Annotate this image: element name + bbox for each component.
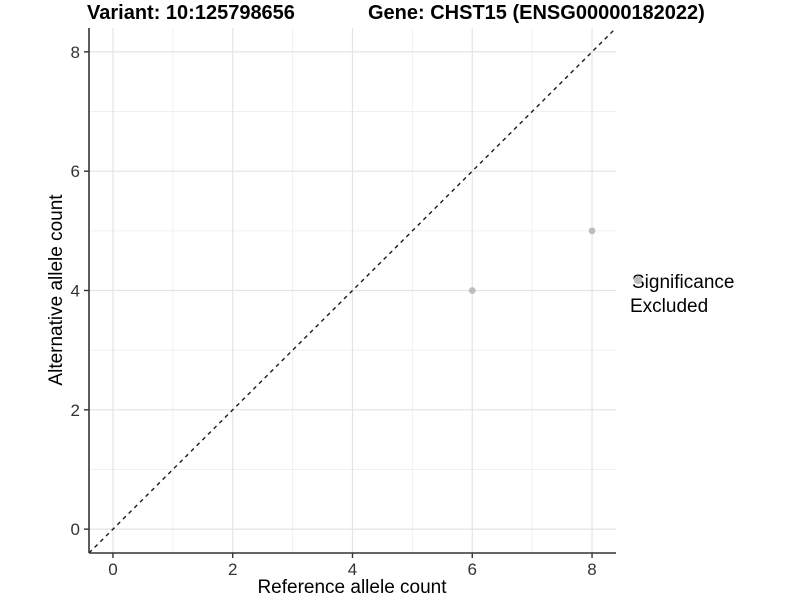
y-tick-label: 4: [71, 282, 80, 301]
data-point: [468, 287, 476, 294]
y-tick-label: 0: [71, 520, 80, 539]
y-axis-title: Alternative allele count: [46, 194, 67, 386]
identity-line: [88, 27, 617, 554]
x-axis-title: Reference allele count: [257, 577, 447, 598]
y-tick-label: 6: [71, 162, 80, 181]
variant-title: Variant: 10:125798656: [87, 2, 295, 24]
y-tick-label: 8: [71, 43, 80, 62]
legend-point-icon: [633, 275, 643, 285]
y-tick-label: 2: [71, 401, 80, 420]
x-tick-label: 8: [587, 560, 596, 579]
legend-item-excluded: Excluded: [630, 275, 734, 318]
x-tick-label: 4: [348, 560, 357, 579]
x-tick-label: 2: [228, 560, 237, 579]
legend-title: Significance: [632, 272, 735, 293]
x-tick-label: 0: [108, 560, 117, 579]
x-tick-label: 6: [468, 560, 477, 579]
legend-item-label: Excluded: [630, 296, 709, 317]
legend: Significance Excluded: [630, 272, 734, 318]
data-point: [588, 227, 596, 235]
gene-title: Gene: CHST15 (ENSG00000182022): [368, 2, 705, 24]
